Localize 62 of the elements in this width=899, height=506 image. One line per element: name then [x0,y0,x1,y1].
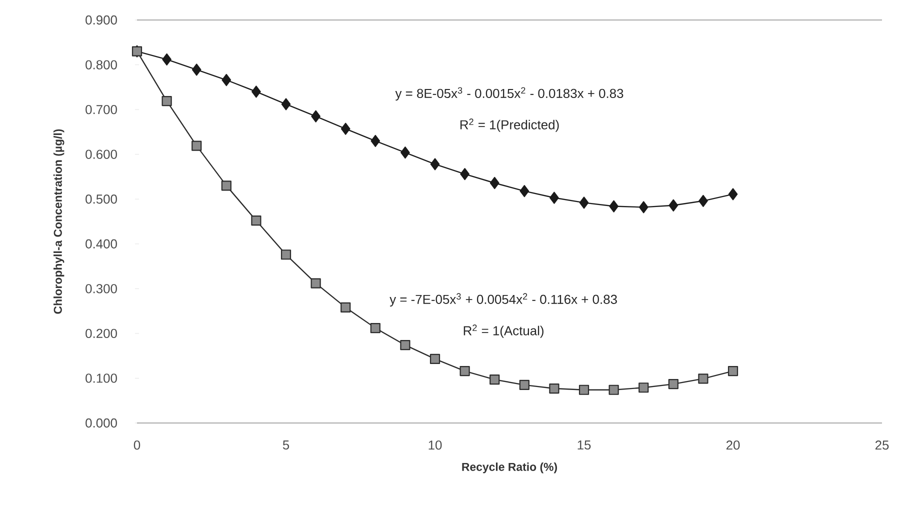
point [668,199,678,212]
annotation: y = -7E-05x$^{3}$ + 0.0054x$^{2}$ - 0.116x + 0.83 [390,293,617,307]
point [460,168,470,180]
point [609,200,618,212]
y-tick-label: 0.700 [86,104,117,114]
point [460,366,470,376]
x-tick-label: 10 [428,440,442,450]
point [549,383,560,394]
y-tick-label: 0.900 [86,15,117,25]
point [311,110,320,122]
x-tick-label: 5 [282,440,290,450]
point [400,340,410,350]
y-axis-title: Chlorophyll-a Concentration (µg/l) [54,129,64,314]
annotation: R$^{2}$ = 1(Predicted) [460,118,559,132]
x-tick-label: 0 [134,440,140,450]
point [430,158,440,170]
point [221,180,232,191]
point [280,250,292,260]
point [608,384,619,395]
point [252,86,261,98]
point [638,201,648,214]
point [430,354,440,364]
point [370,134,380,147]
point [192,140,202,151]
x-tick-label: 25 [875,440,889,450]
point [310,278,321,288]
point [162,53,172,66]
point [340,122,350,135]
point [490,374,500,385]
point [728,366,738,376]
point [668,378,678,390]
y-tick-label: 0.800 [86,60,117,70]
y-tick-label: 0.400 [86,239,117,248]
y-tick-label: 0.100 [86,374,117,383]
point [698,194,708,207]
point [251,216,262,226]
x-tick-label: 15 [578,440,591,450]
point [192,64,202,76]
point [281,98,291,110]
annotation: R$^{2}$ = 1(Actual) [464,324,544,338]
point [520,185,530,198]
y-tick-label: 0.200 [86,328,117,338]
point [638,382,649,393]
point [728,188,738,200]
point [162,96,172,106]
x-axis-title: Recycle Ratio (%) [462,462,557,474]
point [370,323,380,334]
point [400,146,410,159]
point [340,302,351,313]
point [578,384,590,395]
annotation: y = 8E-05x$^{3}$ - 0.0015x$^{2}$ - 0.0183x + 0.83 [395,87,624,101]
y-tick-label: 0.600 [86,150,117,159]
y-tick-label: 0.300 [86,284,117,294]
x-tick-label: 20 [726,440,740,450]
point [550,192,559,204]
y-tick-label: 0.500 [86,194,117,204]
y-tick-label: 0.000 [86,418,117,428]
point [698,374,708,384]
point [490,176,500,190]
point [519,380,530,390]
point [222,74,232,86]
point [579,196,589,209]
